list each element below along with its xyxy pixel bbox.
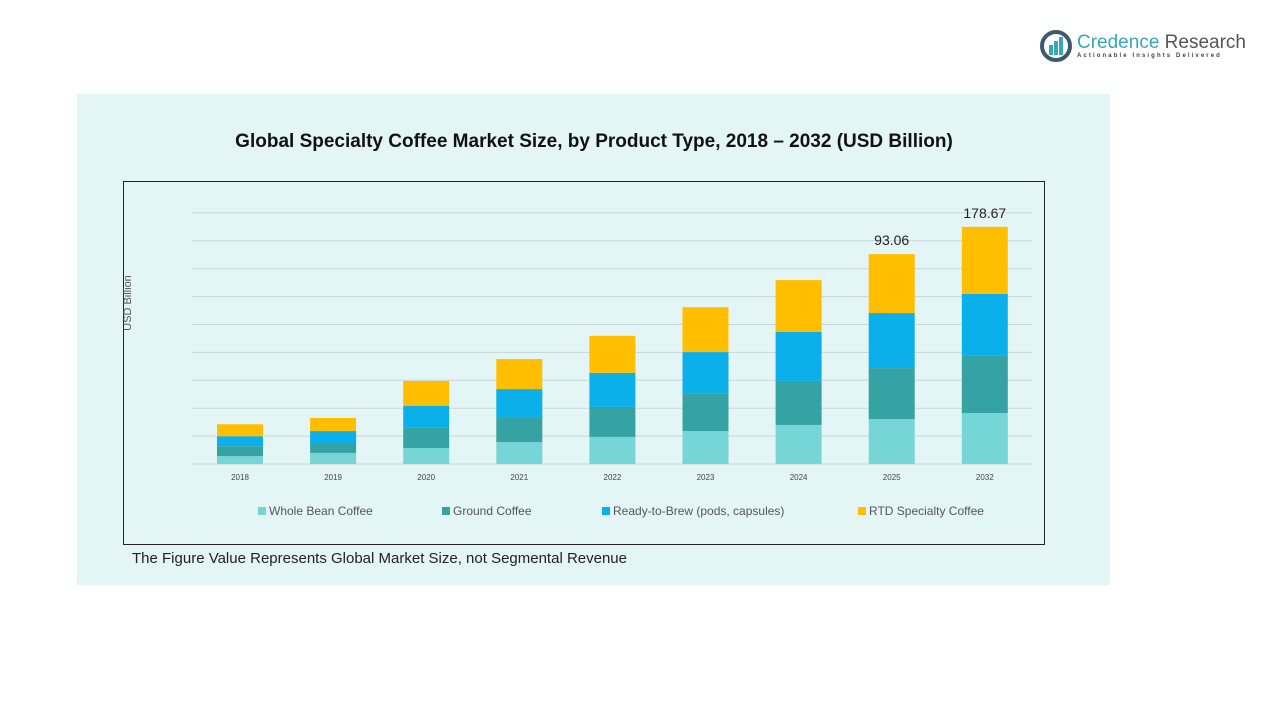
x-tick-label: 2032 <box>976 473 994 482</box>
bar-segment <box>868 313 915 369</box>
bar-segment <box>682 352 729 394</box>
data-label: 93.06 <box>874 232 909 248</box>
x-tick-label: 2020 <box>417 473 435 482</box>
chart-title: Global Specialty Coffee Market Size, by … <box>235 131 953 152</box>
bar-segment <box>217 456 263 464</box>
x-tick-label: 2018 <box>231 473 249 482</box>
bar-segment <box>961 413 1008 464</box>
y-axis-label: USD Billion <box>122 275 134 331</box>
bar-segment <box>217 424 263 437</box>
bar-segment <box>310 431 357 444</box>
legend: Whole Bean Coffee Ground Coffee Ready-to… <box>258 504 984 518</box>
bar-segment <box>775 424 822 464</box>
legend-swatch <box>602 507 610 515</box>
bar-segment <box>310 417 357 432</box>
bar-segment <box>682 431 729 464</box>
footnote: The Figure Value Represents Global Marke… <box>132 550 627 567</box>
x-tick-label: 2021 <box>510 473 528 482</box>
bar-segment <box>961 293 1008 356</box>
bar-segment <box>775 331 822 381</box>
bar-segment <box>589 436 636 464</box>
bar-segment <box>589 406 636 437</box>
bar-segment <box>589 372 636 407</box>
bar-segment <box>310 443 357 453</box>
bar-segment <box>403 380 450 407</box>
bar-segment <box>961 355 1008 414</box>
bar-segment <box>496 417 543 443</box>
bar-segment <box>868 368 915 420</box>
bar-segment <box>217 446 263 457</box>
x-tick-label: 2024 <box>790 473 808 482</box>
legend-swatch <box>858 507 866 515</box>
bar-segment <box>496 359 543 390</box>
legend-label: RTD Specialty Coffee <box>869 504 984 518</box>
logo-name: Credence Research <box>1077 32 1246 53</box>
legend-item-ground: Ground Coffee <box>442 504 602 518</box>
bar-segment <box>775 380 822 425</box>
bar-segment <box>589 335 636 373</box>
x-tick-label: 2022 <box>604 473 622 482</box>
bar-segment <box>682 307 729 353</box>
bar-segment <box>682 393 729 432</box>
legend-item-ready-to-brew: Ready-to-Brew (pods, capsules) <box>602 504 858 518</box>
bar-segment <box>496 442 543 464</box>
bar-segment <box>310 452 357 464</box>
bar-segment <box>403 447 450 464</box>
x-tick-label: 2025 <box>883 473 901 482</box>
chart-area <box>123 181 1045 545</box>
bar-segment <box>217 436 263 447</box>
legend-swatch <box>258 507 266 515</box>
logo-chart-icon <box>1040 30 1072 62</box>
bar-segment <box>868 419 915 464</box>
legend-label: Whole Bean Coffee <box>269 504 373 518</box>
bar-segment <box>961 226 1008 294</box>
bar-segment <box>868 254 915 314</box>
legend-swatch <box>442 507 450 515</box>
legend-item-rtd: RTD Specialty Coffee <box>858 504 984 518</box>
x-tick-label: 2023 <box>697 473 715 482</box>
bar-segment <box>403 406 450 428</box>
x-tick-label: 2019 <box>324 473 342 482</box>
bar-segment <box>775 280 822 332</box>
credence-research-logo: Credence Research Actionable Insights De… <box>1040 30 1246 62</box>
bar-segment <box>496 389 543 418</box>
data-label: 178.67 <box>963 205 1006 221</box>
legend-label: Ground Coffee <box>453 504 532 518</box>
bar-segment <box>403 427 450 448</box>
legend-label: Ready-to-Brew (pods, capsules) <box>613 504 785 518</box>
legend-item-whole-bean: Whole Bean Coffee <box>258 504 442 518</box>
logo-tagline: Actionable Insights Delivered <box>1077 53 1222 59</box>
